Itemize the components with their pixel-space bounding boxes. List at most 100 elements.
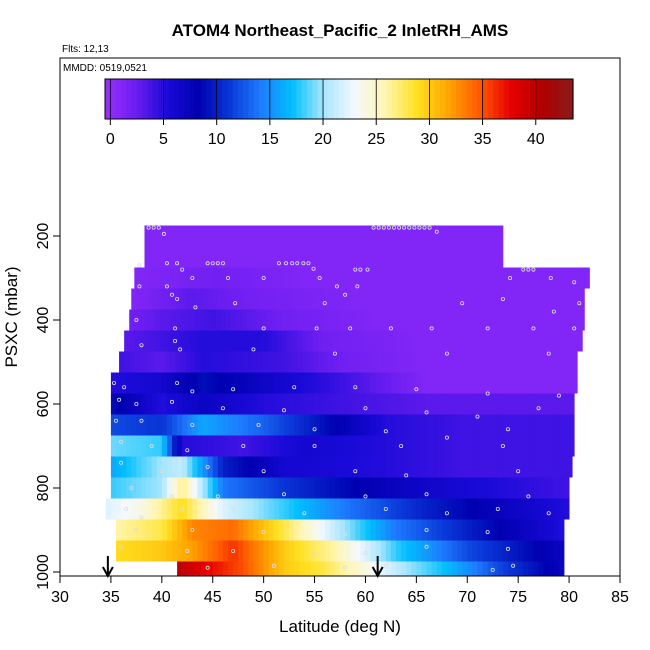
heatmap-cell bbox=[187, 372, 193, 394]
heatmap-cell bbox=[166, 414, 173, 436]
heatmap-cell bbox=[543, 414, 550, 436]
heatmap-cell bbox=[431, 435, 438, 457]
heatmap-cell bbox=[319, 561, 326, 576]
heatmap-cell bbox=[449, 246, 456, 268]
heatmap-cell bbox=[289, 288, 295, 310]
sample-point bbox=[173, 338, 178, 343]
heatmap-cell bbox=[294, 477, 300, 499]
colorbar-swatch bbox=[285, 79, 292, 119]
colorbar-swatch bbox=[206, 79, 212, 119]
heatmap-cell bbox=[182, 498, 188, 520]
heatmap-cell bbox=[190, 267, 196, 289]
sample-point bbox=[215, 494, 220, 499]
heatmap-cell bbox=[348, 246, 354, 268]
heatmap-cell bbox=[388, 246, 395, 268]
heatmap-cell bbox=[396, 414, 402, 436]
heatmap-cell bbox=[497, 372, 504, 394]
y-tick-label: 800 bbox=[35, 475, 52, 502]
heatmap-cell bbox=[238, 414, 244, 436]
heatmap-cell bbox=[297, 309, 303, 331]
heatmap-cell bbox=[210, 309, 217, 331]
heatmap-cell bbox=[180, 225, 186, 247]
heatmap-cell bbox=[273, 288, 280, 310]
colorbar-swatch bbox=[456, 79, 462, 119]
heatmap-cell bbox=[375, 372, 382, 394]
heatmap-cell bbox=[182, 393, 188, 415]
heatmap-cell bbox=[436, 372, 443, 394]
heatmap-cell bbox=[200, 351, 206, 373]
heatmap-cell bbox=[487, 540, 494, 562]
colorbar-swatch bbox=[291, 79, 298, 119]
colorbar-swatch bbox=[450, 79, 457, 119]
heatmap-cell bbox=[340, 540, 346, 562]
heatmap-cell bbox=[548, 561, 555, 576]
heatmap-cell bbox=[151, 540, 158, 562]
heatmap-cell bbox=[462, 372, 468, 394]
heatmap-cell bbox=[266, 225, 273, 247]
heatmap-cell bbox=[558, 561, 565, 576]
heatmap-cell bbox=[436, 561, 443, 576]
heatmap-cell bbox=[334, 288, 341, 310]
heatmap-cell bbox=[543, 393, 550, 415]
heatmap-cell bbox=[126, 435, 132, 457]
heatmap-cell bbox=[164, 225, 171, 247]
heatmap-cell bbox=[212, 456, 219, 478]
colorbar-swatch bbox=[174, 79, 181, 119]
heatmap-cell bbox=[441, 561, 448, 576]
sample-point bbox=[190, 422, 195, 427]
sample-point bbox=[343, 292, 348, 297]
heatmap-cell bbox=[271, 309, 278, 331]
heatmap-cell bbox=[492, 372, 499, 394]
heatmap-cell bbox=[348, 309, 354, 331]
heatmap-cell bbox=[577, 267, 583, 289]
heatmap-cell bbox=[360, 288, 366, 310]
heatmap-cell bbox=[266, 309, 273, 331]
heatmap-cell bbox=[238, 435, 244, 457]
heatmap-cell bbox=[409, 225, 415, 247]
heatmap-cell bbox=[261, 330, 268, 352]
colorbar-swatch bbox=[386, 79, 393, 119]
heatmap-cell bbox=[492, 477, 499, 499]
colorbar-tick-label: 10 bbox=[208, 131, 226, 148]
sample-point bbox=[175, 380, 180, 385]
heatmap-cell bbox=[375, 540, 382, 562]
heatmap-cell bbox=[159, 351, 166, 373]
heatmap-cell bbox=[441, 540, 448, 562]
heatmap-cell bbox=[166, 288, 173, 310]
heatmap-cell bbox=[258, 414, 265, 436]
heatmap-cell bbox=[314, 561, 321, 576]
heatmap-cell bbox=[370, 540, 377, 562]
colorbar-tick-label: 15 bbox=[261, 131, 279, 148]
heatmap-cell bbox=[161, 519, 168, 541]
sample-point bbox=[117, 397, 122, 402]
heatmap-cell bbox=[329, 414, 336, 436]
heatmap-cell bbox=[121, 435, 127, 457]
sample-point bbox=[548, 275, 553, 280]
heatmap-row bbox=[177, 561, 565, 576]
heatmap-cell bbox=[141, 540, 147, 562]
heatmap-cell bbox=[172, 477, 178, 499]
heatmap-cell bbox=[332, 246, 339, 268]
heatmap-cell bbox=[161, 498, 168, 520]
heatmap-cell bbox=[207, 519, 214, 541]
heatmap-cell bbox=[564, 435, 570, 457]
heatmap-cell bbox=[363, 330, 369, 352]
x-tick-label: 50 bbox=[255, 589, 273, 606]
heatmap-cell bbox=[164, 309, 171, 331]
heatmap-cell bbox=[528, 372, 534, 394]
heatmap-cell bbox=[172, 435, 178, 457]
heatmap-cell bbox=[329, 456, 336, 478]
heatmap-cell bbox=[502, 435, 509, 457]
heatmap-cell bbox=[390, 372, 397, 394]
heatmap-cell bbox=[110, 477, 117, 499]
heatmap-cell bbox=[404, 246, 410, 268]
heatmap-cell bbox=[228, 540, 234, 562]
heatmap-cell bbox=[502, 456, 509, 478]
heatmap-cell bbox=[215, 309, 222, 331]
heatmap-cell bbox=[110, 435, 117, 457]
heatmap-cell bbox=[513, 540, 519, 562]
sample-point bbox=[193, 305, 198, 310]
heatmap-cell bbox=[431, 519, 438, 541]
heatmap-cell bbox=[541, 351, 548, 373]
